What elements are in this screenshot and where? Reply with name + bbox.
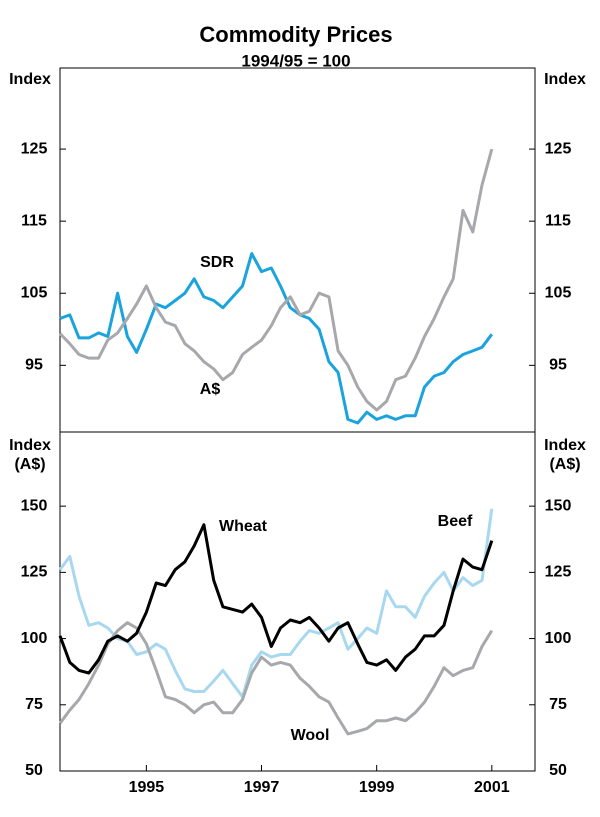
series-line xyxy=(58,508,494,699)
chart-subtitle: 1994/95 = 100 xyxy=(241,51,350,70)
y2-tick-label: 150 xyxy=(545,497,572,514)
x-tick-label: 1997 xyxy=(244,779,280,796)
series-label: Wheat xyxy=(219,518,268,535)
series-label: Beef xyxy=(438,513,473,530)
series-line xyxy=(58,621,494,736)
y2-axis-label: Index xyxy=(544,71,586,88)
y2-tick-label: 50 xyxy=(549,762,567,779)
y-axis-label: Index xyxy=(9,71,51,88)
y2-tick-label: 100 xyxy=(545,630,572,647)
y2-axis-label: (A$) xyxy=(549,456,580,473)
y2-tick-label: 125 xyxy=(545,564,572,581)
series-line xyxy=(58,148,494,412)
y-tick-label: 125 xyxy=(21,140,48,157)
y-tick-label: 75 xyxy=(25,696,43,713)
series-line xyxy=(59,252,493,425)
y2-tick-label: 125 xyxy=(545,140,572,157)
chart-title: Commodity Prices xyxy=(199,22,392,47)
y2-tick-label: 115 xyxy=(545,212,571,229)
y-axis-label: Index xyxy=(9,437,51,454)
y-tick-label: 50 xyxy=(25,762,43,779)
y2-tick-label: 105 xyxy=(545,284,572,301)
y-tick-label: 105 xyxy=(21,284,48,301)
y-tick-label: 100 xyxy=(21,630,48,647)
series-label: A$ xyxy=(200,381,221,398)
series-line xyxy=(58,523,494,675)
y2-tick-label: 75 xyxy=(549,696,567,713)
x-tick-label: 1999 xyxy=(359,779,395,796)
plot-frame xyxy=(59,67,536,772)
series-label: Wool xyxy=(291,727,330,744)
y-tick-label: 95 xyxy=(25,357,43,374)
x-tick-label: 1995 xyxy=(129,779,165,796)
y-tick-label: 150 xyxy=(21,497,48,514)
series-label: SDR xyxy=(200,254,234,271)
y2-tick-label: 95 xyxy=(549,357,567,374)
x-tick-label: 2001 xyxy=(474,779,510,796)
y2-axis-label: Index xyxy=(544,437,586,454)
y-tick-label: 125 xyxy=(21,564,48,581)
y-tick-label: 115 xyxy=(21,212,47,229)
y-axis-label: (A$) xyxy=(14,456,45,473)
